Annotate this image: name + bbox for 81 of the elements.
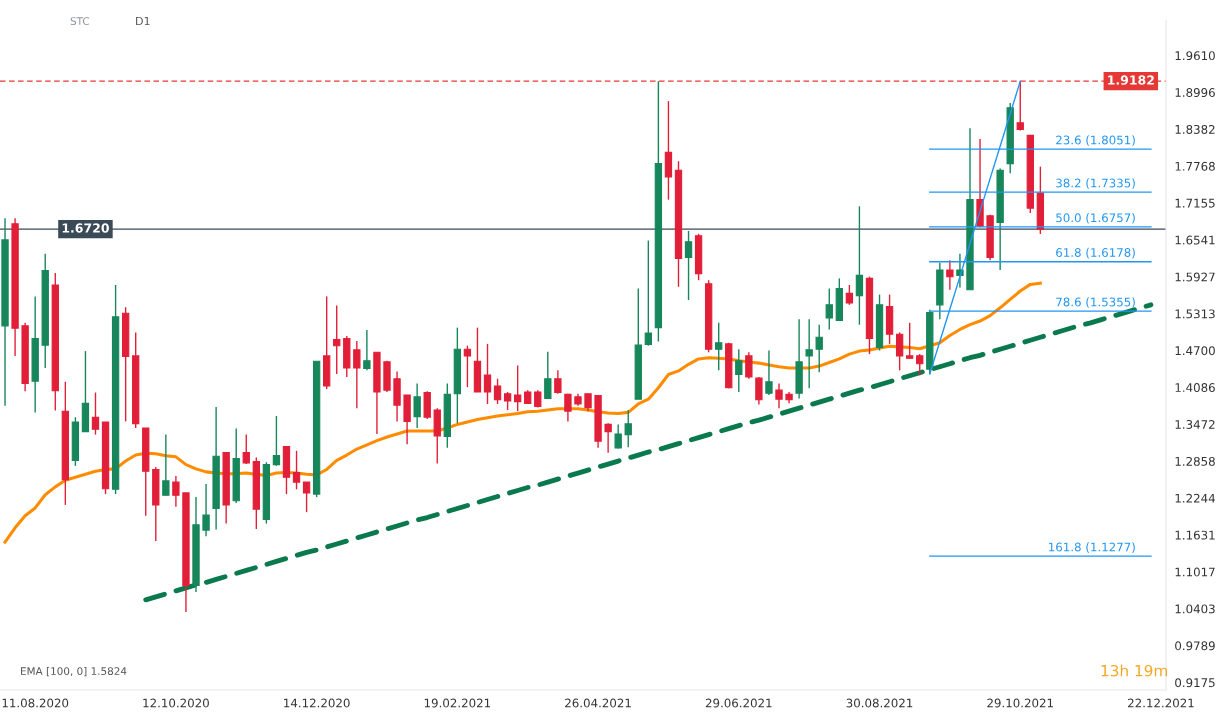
candlestick — [413, 382, 421, 429]
y-tick-label: 0.9789 — [1175, 641, 1215, 651]
series-label: 23.6 (1.8051) — [1056, 135, 1135, 146]
series-label: 50.0 (1.6757) — [1056, 213, 1135, 224]
candlestick — [333, 304, 341, 375]
candlestick — [272, 415, 281, 467]
candlestick — [564, 393, 572, 423]
x-tick-label: 19.02.2021 — [424, 698, 491, 708]
series-label: 78.6 (1.5355) — [1056, 297, 1135, 308]
y-tick-label: 1.1017 — [1175, 567, 1215, 577]
candlestick — [946, 259, 954, 291]
y-tick-label: 1.0403 — [1175, 604, 1215, 614]
candlestick — [765, 349, 773, 396]
annotation: 13h 19m — [1101, 664, 1168, 677]
candlestick — [353, 340, 361, 409]
candlestick — [493, 378, 502, 405]
candlestick — [715, 322, 723, 372]
candlestick — [775, 382, 783, 409]
x-tick-label: 26.04.2021 — [565, 698, 631, 708]
y-tick-label: 1.6541 — [1175, 235, 1215, 245]
y-tick-label: 1.1631 — [1175, 530, 1215, 540]
y-tick-label: 1.2858 — [1175, 456, 1215, 466]
candlestick — [604, 422, 612, 454]
candlestick — [162, 433, 170, 497]
candlestick — [805, 318, 813, 390]
candlestick — [755, 376, 763, 406]
candlestick — [202, 483, 210, 537]
ref-line-label: 1.6720 — [62, 223, 109, 233]
y-tick-label: 1.8382 — [1175, 124, 1215, 134]
candlestick — [684, 230, 693, 301]
series-label: 38.2 (1.7335) — [1056, 178, 1135, 189]
candlestick — [544, 351, 552, 400]
candlestick — [513, 364, 522, 412]
candlestick — [825, 287, 833, 331]
y-tick-label: 0.9175 — [1175, 678, 1215, 688]
y-tick-label: 1.7155 — [1175, 198, 1215, 208]
x-tick-label: 11.08.2020 — [2, 698, 69, 708]
candlestick — [906, 322, 914, 360]
annotation: EMA [100, 0] 1.5824 — [21, 666, 127, 677]
y-tick-label: 1.4086 — [1175, 383, 1215, 393]
candlestick — [463, 344, 472, 388]
candlestick — [292, 450, 301, 490]
candlestick — [503, 391, 512, 411]
candlestick — [302, 481, 311, 513]
y-tick-label: 1.9610 — [1175, 51, 1215, 61]
x-tick-label: 29.06.2021 — [705, 698, 772, 708]
y-tick-label: 1.5927 — [1175, 272, 1215, 282]
candlestick — [614, 423, 622, 450]
y-tick-label: 1.2244 — [1175, 493, 1215, 503]
annotation: D1 — [136, 16, 150, 26]
x-tick-label: 29.10.2021 — [987, 698, 1053, 708]
x-tick-label: 12.10.2020 — [143, 698, 209, 708]
candlestick — [644, 239, 653, 347]
candlestick — [554, 369, 562, 395]
annotation: STC — [70, 17, 90, 26]
candlestick — [745, 351, 753, 380]
y-tick-label: 1.5313 — [1175, 309, 1215, 319]
candlestick — [624, 409, 632, 448]
candlestick — [895, 331, 904, 372]
candlestick — [242, 433, 250, 465]
x-tick-label: 14.12.2020 — [284, 698, 350, 708]
candlestick — [956, 253, 964, 289]
candlestick — [91, 391, 100, 436]
candlestick — [855, 205, 864, 326]
candlestick — [483, 343, 492, 405]
candlestick — [916, 353, 924, 376]
candlestick — [815, 323, 823, 373]
candlestick — [363, 329, 371, 372]
candlestick — [1016, 80, 1024, 132]
y-tick-label: 1.3472 — [1175, 420, 1215, 429]
ref-line-label: 1.9182 — [1108, 75, 1154, 85]
series-label: 161.8 (1.1277) — [1049, 542, 1135, 553]
y-tick-label: 1.4700 — [1175, 346, 1215, 356]
x-tick-label: 22.12.2021 — [1128, 698, 1194, 708]
candlestick — [735, 348, 743, 393]
y-tick-label: 1.7768 — [1175, 161, 1215, 171]
y-tick-label: 1.8996 — [1175, 88, 1215, 97]
candlestick — [172, 475, 180, 508]
x-tick-label: 30.08.2021 — [846, 698, 913, 708]
series-label: 61.8 (1.6178) — [1056, 247, 1135, 259]
candlestick — [845, 284, 854, 306]
